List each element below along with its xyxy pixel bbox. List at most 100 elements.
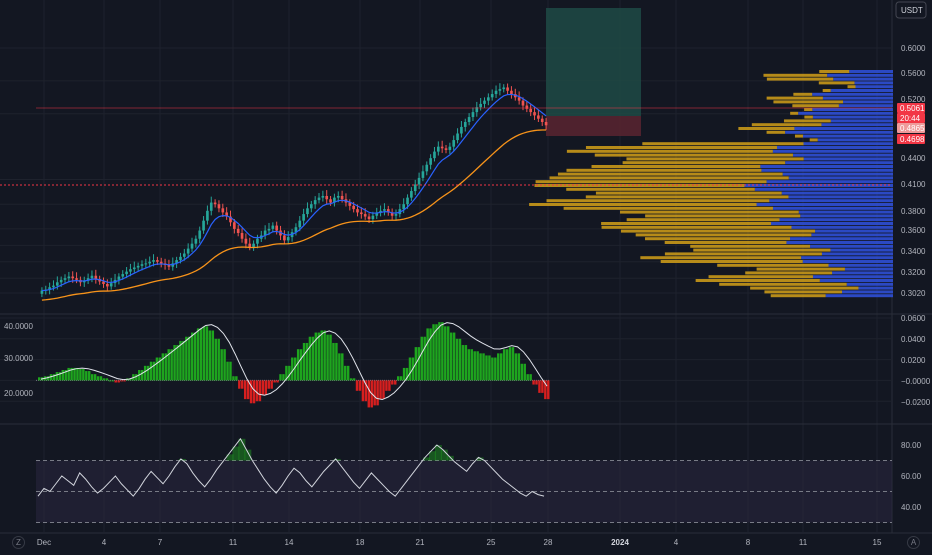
volume-profile-down-bar bbox=[595, 191, 782, 195]
price-marker-label: 20:44 bbox=[900, 114, 921, 123]
volume-profile-up-bar bbox=[854, 81, 893, 85]
candle-body bbox=[236, 228, 240, 233]
volume-profile-down-bar bbox=[792, 104, 839, 108]
volume-profile-down-bar bbox=[664, 241, 787, 244]
macd-histogram-bar bbox=[217, 338, 220, 381]
macd-histogram-bar bbox=[494, 357, 497, 381]
macd-histogram-bar bbox=[279, 374, 282, 381]
volume-profile-up-bar bbox=[819, 279, 893, 282]
volume-profile-up-bar bbox=[827, 73, 893, 77]
macd-histogram-bar bbox=[302, 342, 306, 381]
time-axis-label: 7 bbox=[158, 538, 163, 547]
macd-histogram-bar bbox=[82, 368, 85, 381]
candle-body bbox=[252, 243, 255, 247]
rsi-axis-label: 60.00 bbox=[901, 472, 922, 481]
candle-body bbox=[55, 282, 59, 286]
candle-body bbox=[325, 195, 329, 200]
volume-profile-up-bar bbox=[842, 290, 893, 294]
macd-histogram-bar bbox=[382, 380, 385, 400]
macd-histogram-bar bbox=[99, 376, 103, 381]
macd-histogram-bar bbox=[385, 380, 388, 391]
macd-histogram-bar bbox=[123, 380, 126, 382]
volume-profile-up-bar bbox=[846, 282, 893, 286]
candle-body bbox=[494, 90, 498, 95]
macd-histogram-bar bbox=[514, 353, 518, 381]
macd-histogram-bar bbox=[296, 349, 300, 381]
volume-profile-down-bar bbox=[566, 168, 762, 172]
volume-profile-up-bar bbox=[832, 271, 893, 275]
candle-body bbox=[533, 112, 536, 116]
macd-histogram-bar bbox=[429, 328, 432, 381]
macd-histogram-bar bbox=[508, 347, 512, 381]
candle-body bbox=[410, 191, 413, 198]
macd-histogram-bar bbox=[288, 365, 291, 381]
macd-histogram-bar bbox=[497, 353, 500, 381]
time-axis-label: 2024 bbox=[611, 538, 629, 547]
volume-profile-up-bar bbox=[810, 244, 893, 248]
macd-histogram-bar bbox=[61, 370, 64, 381]
macd-histogram-bar bbox=[544, 380, 547, 400]
candle-body bbox=[90, 275, 94, 279]
candle-body bbox=[340, 195, 344, 200]
volume-profile-down-bar bbox=[695, 279, 820, 282]
macd-histogram-bar bbox=[452, 332, 456, 381]
volume-profile-down-bar bbox=[642, 142, 804, 146]
macd-histogram-bar bbox=[352, 378, 356, 381]
volume-profile-up-bar bbox=[817, 138, 893, 142]
macd-histogram-bar bbox=[473, 351, 476, 381]
candle-body bbox=[71, 276, 75, 279]
price-marker-label: 0.5061 bbox=[900, 104, 925, 113]
candle-body bbox=[479, 103, 482, 108]
candle-body bbox=[240, 232, 244, 239]
macd-histogram-bar bbox=[196, 328, 200, 381]
macd-histogram-bar bbox=[170, 349, 173, 381]
macd-histogram-bar bbox=[232, 376, 235, 381]
volume-profile-down-bar bbox=[626, 157, 804, 161]
macd-histogram-bar bbox=[199, 328, 203, 381]
macd-histogram-bar bbox=[143, 365, 147, 381]
volume-profile-down-bar bbox=[626, 218, 780, 222]
macd-histogram-bar bbox=[55, 372, 59, 381]
macd-histogram-bar bbox=[358, 380, 362, 391]
volume-profile-up-bar bbox=[760, 165, 893, 168]
volume-profile-down-bar bbox=[635, 233, 812, 237]
zoom-button[interactable]: Z bbox=[12, 536, 25, 549]
volume-profile-down-bar bbox=[660, 260, 803, 263]
macd-histogram-bar bbox=[529, 374, 532, 381]
volume-profile-up-bar bbox=[830, 89, 893, 92]
macd-histogram-bar bbox=[408, 357, 412, 381]
macd-histogram-bar bbox=[402, 367, 406, 381]
candle-body bbox=[286, 237, 290, 241]
candle-body bbox=[194, 238, 198, 244]
volume-profile-down-bar bbox=[738, 127, 795, 130]
macd-histogram-bar bbox=[211, 330, 215, 381]
volume-profile-down-bar bbox=[534, 184, 745, 187]
candle-body bbox=[487, 97, 490, 101]
macd-histogram-bar bbox=[458, 338, 462, 381]
candle-body bbox=[202, 220, 205, 231]
candle-body bbox=[375, 212, 379, 216]
volume-profile-down-bar bbox=[719, 282, 847, 286]
macd-histogram-bar bbox=[441, 322, 444, 381]
macd-histogram-bar bbox=[432, 324, 435, 381]
macd-histogram-bar bbox=[258, 380, 262, 402]
macd-histogram-bar bbox=[464, 345, 468, 381]
candle-body bbox=[140, 264, 144, 266]
macd-histogram-bar bbox=[523, 363, 526, 381]
volume-profile-down-bar bbox=[750, 286, 859, 290]
candle-body bbox=[502, 87, 506, 90]
macd-histogram-bar bbox=[346, 365, 350, 381]
macd-histogram-bar bbox=[223, 349, 226, 381]
auto-scale-button[interactable]: A bbox=[907, 536, 920, 549]
macd-histogram-bar bbox=[267, 380, 270, 389]
volume-profile-up-bar bbox=[766, 180, 893, 184]
volume-profile-up-bar bbox=[855, 85, 893, 89]
candle-body bbox=[425, 164, 429, 172]
volume-profile-up-bar bbox=[822, 96, 893, 100]
macd-histogram-bar bbox=[291, 357, 294, 381]
macd-histogram-bar bbox=[120, 380, 123, 382]
volume-profile-down-bar bbox=[766, 96, 823, 100]
macd-histogram-bar bbox=[182, 340, 185, 381]
volume-profile-down-bar bbox=[847, 85, 856, 89]
